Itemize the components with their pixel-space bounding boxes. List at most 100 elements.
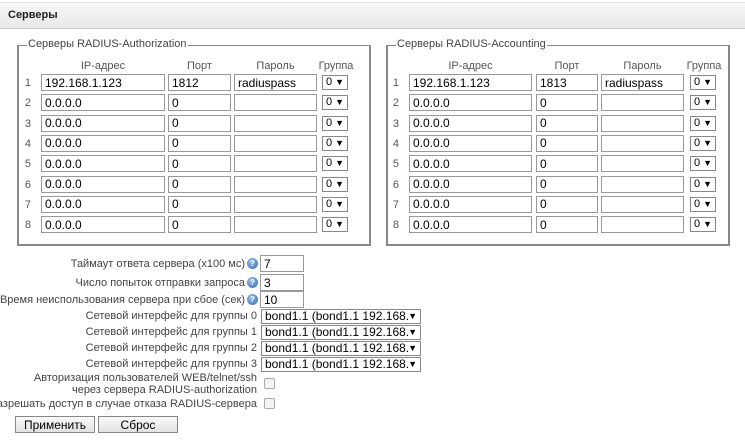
- port-input[interactable]: [168, 195, 231, 213]
- column-header-group: Группа: [686, 60, 722, 72]
- password-input[interactable]: [601, 155, 684, 173]
- ip-address-input[interactable]: [41, 175, 165, 193]
- ip-address-input[interactable]: [409, 195, 532, 213]
- ip-address-input[interactable]: [41, 216, 165, 234]
- ip-address-input[interactable]: [409, 94, 532, 112]
- ip-address-input[interactable]: [409, 114, 532, 132]
- retries-input[interactable]: [260, 274, 304, 291]
- ip-address-input[interactable]: [409, 74, 532, 91]
- group-select[interactable]: 0 ▼: [690, 217, 716, 233]
- web-auth-label-line1: Авторизация пользователей WEB/telnet/ssh: [33, 372, 257, 384]
- ip-address-input[interactable]: [409, 175, 532, 193]
- row-number: 7: [392, 198, 399, 211]
- group-select[interactable]: 0 ▼: [322, 95, 348, 111]
- group-select[interactable]: 0 ▼: [322, 135, 348, 151]
- timeout-input[interactable]: [260, 255, 304, 272]
- row-number: 1: [24, 77, 31, 89]
- interface-group-label: Сетевой интерфейс для группы 3: [85, 358, 257, 370]
- web-auth-checkbox[interactable]: [264, 378, 275, 389]
- group-select[interactable]: 0 ▼: [322, 115, 348, 131]
- password-input[interactable]: [601, 195, 684, 213]
- group-select[interactable]: 0 ▼: [322, 75, 348, 90]
- chevron-down-icon: ▼: [335, 137, 344, 148]
- password-input[interactable]: [601, 216, 684, 234]
- interface-group-select[interactable]: bond1.1 (bond1.1 192.168.1.1▼: [261, 357, 421, 372]
- port-input[interactable]: [168, 216, 231, 234]
- help-icon[interactable]: ?: [247, 294, 258, 305]
- ip-address-input[interactable]: [41, 134, 165, 152]
- group-select[interactable]: 0 ▼: [690, 95, 716, 111]
- password-input[interactable]: [234, 175, 317, 193]
- group-select[interactable]: 0 ▼: [690, 156, 716, 172]
- ip-address-input[interactable]: [41, 195, 165, 213]
- web-auth-label-line2: через сервера RADIUS-authorization: [71, 384, 257, 396]
- port-input[interactable]: [168, 94, 231, 112]
- port-input[interactable]: [536, 94, 598, 112]
- group-select[interactable]: 0 ▼: [690, 176, 716, 192]
- port-input[interactable]: [536, 134, 598, 152]
- password-input[interactable]: [601, 134, 684, 152]
- password-input[interactable]: [601, 74, 684, 91]
- row-number: 4: [24, 137, 31, 150]
- password-input[interactable]: [234, 94, 317, 112]
- port-input[interactable]: [536, 155, 598, 173]
- group-select[interactable]: 0 ▼: [322, 217, 348, 233]
- port-input[interactable]: [536, 216, 598, 234]
- password-input[interactable]: [234, 216, 317, 234]
- port-input[interactable]: [536, 74, 598, 91]
- password-input[interactable]: [234, 74, 317, 91]
- password-input[interactable]: [601, 175, 684, 193]
- interface-value: bond1.1 (bond1.1 192.168.1.1: [265, 326, 409, 339]
- interface-group-select[interactable]: bond1.1 (bond1.1 192.168.1.1▼: [261, 341, 421, 356]
- group-select[interactable]: 0 ▼: [690, 135, 716, 151]
- ip-address-input[interactable]: [41, 94, 165, 112]
- row-number: 5: [392, 158, 399, 171]
- port-input[interactable]: [536, 195, 598, 213]
- port-input[interactable]: [536, 175, 598, 193]
- column-header-password: Пароль: [623, 60, 662, 72]
- ip-address-input[interactable]: [409, 155, 532, 173]
- row-number: 1: [392, 77, 399, 89]
- chevron-down-icon: ▼: [703, 178, 712, 189]
- column-header-ip: IP-адрес: [448, 60, 493, 72]
- radius-authorization-fieldset: Серверы RADIUS-Authorization: [17, 38, 371, 246]
- password-input[interactable]: [234, 134, 317, 152]
- interface-group-label: Сетевой интерфейс для группы 0: [85, 310, 257, 322]
- allow-on-fail-checkbox[interactable]: [264, 398, 275, 409]
- interface-value: bond1.1 (bond1.1 192.168.1.1: [265, 310, 409, 323]
- group-select[interactable]: 0 ▼: [690, 115, 716, 131]
- port-input[interactable]: [168, 155, 231, 173]
- apply-button[interactable]: Применить: [15, 416, 95, 433]
- reset-button[interactable]: Сброс: [98, 416, 178, 433]
- password-input[interactable]: [601, 114, 684, 132]
- port-input[interactable]: [168, 175, 231, 193]
- help-icon[interactable]: ?: [247, 258, 258, 269]
- ip-address-input[interactable]: [41, 74, 165, 91]
- group-select[interactable]: 0 ▼: [322, 156, 348, 172]
- interface-group-select[interactable]: bond1.1 (bond1.1 192.168.1.1▼: [261, 309, 421, 324]
- chevron-down-icon: ▼: [335, 198, 344, 209]
- group-select[interactable]: 0 ▼: [322, 196, 348, 212]
- port-input[interactable]: [168, 74, 231, 91]
- help-icon[interactable]: ?: [247, 277, 258, 288]
- password-input[interactable]: [234, 195, 317, 213]
- chevron-down-icon: ▼: [703, 97, 712, 108]
- group-select[interactable]: 0 ▼: [690, 75, 716, 90]
- password-input[interactable]: [601, 94, 684, 112]
- port-input[interactable]: [168, 114, 231, 132]
- interface-group-select[interactable]: bond1.1 (bond1.1 192.168.1.1▼: [261, 325, 421, 340]
- password-input[interactable]: [234, 114, 317, 132]
- ip-address-input[interactable]: [41, 114, 165, 132]
- group-select[interactable]: 0 ▼: [690, 196, 716, 212]
- group-value: 0: [326, 136, 333, 149]
- chevron-down-icon: ▼: [335, 117, 344, 128]
- port-input[interactable]: [536, 114, 598, 132]
- chevron-down-icon: ▼: [335, 77, 344, 87]
- port-input[interactable]: [168, 134, 231, 152]
- password-input[interactable]: [234, 155, 317, 173]
- ip-address-input[interactable]: [409, 216, 532, 234]
- ip-address-input[interactable]: [41, 155, 165, 173]
- ip-address-input[interactable]: [409, 134, 532, 152]
- group-select[interactable]: 0 ▼: [322, 176, 348, 192]
- deadtime-input[interactable]: [260, 291, 304, 308]
